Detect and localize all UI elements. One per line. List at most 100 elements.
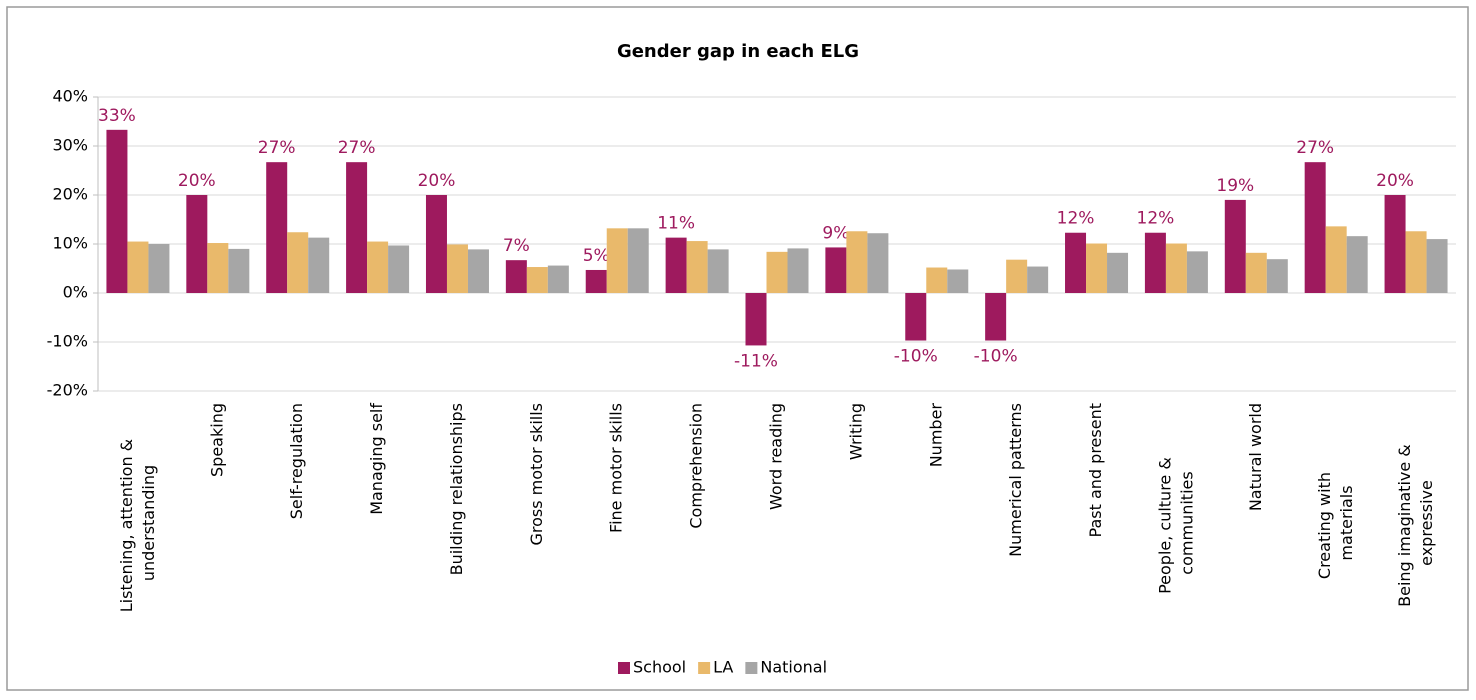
legend-swatch [618, 662, 630, 674]
bar [1065, 232, 1087, 293]
bar [825, 247, 847, 293]
bar [846, 231, 868, 293]
bar [106, 129, 128, 293]
bar [207, 243, 229, 293]
bar [585, 269, 607, 293]
y-tick-label: 40% [52, 87, 88, 106]
bar [627, 228, 649, 293]
bar [266, 162, 288, 293]
x-tick-label: Being imaginative & expressive [1395, 439, 1436, 607]
bar [1384, 195, 1406, 293]
bar [308, 237, 330, 293]
legend-swatch [745, 662, 758, 674]
bar [766, 251, 788, 293]
x-tick-label: Writing [846, 403, 865, 460]
bar [947, 269, 969, 293]
chart-frame [6, 6, 1469, 691]
bar [547, 265, 569, 293]
x-tick-label: Building relationships [447, 403, 466, 575]
bar [1107, 252, 1129, 293]
bar [1426, 239, 1448, 293]
bar [707, 249, 729, 293]
bar [346, 162, 368, 293]
bar [787, 248, 809, 293]
bar [606, 228, 628, 293]
y-tick-label: -10% [47, 332, 88, 351]
bar [1346, 236, 1368, 293]
data-label: 27% [1296, 138, 1334, 158]
data-label: 20% [1376, 171, 1414, 191]
bar [1245, 252, 1267, 293]
x-tick-label: Speaking [207, 403, 226, 477]
x-tick-label: Number [926, 403, 945, 468]
bar [686, 241, 708, 293]
bar [1325, 226, 1347, 293]
data-label: 12% [1137, 209, 1175, 229]
data-label: 19% [1216, 176, 1254, 196]
bar [425, 195, 447, 293]
x-tick-label: Creating with materials [1315, 467, 1356, 579]
y-tick-label: 10% [52, 234, 88, 253]
x-tick-label: Natural world [1246, 403, 1265, 511]
x-tick-label: Fine motor skills [607, 403, 626, 533]
chart-title: Gender gap in each ELG [617, 41, 859, 62]
bar [1027, 266, 1049, 293]
bar [1186, 251, 1208, 293]
x-tick-label: Word reading [767, 403, 786, 510]
data-label: 5% [583, 246, 610, 266]
bar [867, 233, 889, 293]
x-tick-label: Numerical patterns [1006, 403, 1025, 557]
y-tick-label: 30% [52, 136, 88, 155]
bar [1304, 162, 1326, 293]
data-label: -10% [894, 347, 938, 367]
bar [127, 241, 149, 293]
data-label: 9% [822, 223, 849, 243]
bar [467, 249, 489, 293]
x-tick-label: Comprehension [687, 403, 706, 529]
bar [985, 293, 1007, 341]
data-label: 7% [503, 236, 530, 256]
legend-label: National [760, 658, 827, 677]
bar [905, 293, 927, 341]
bar [505, 260, 527, 293]
x-tick-label: Gross motor skills [527, 403, 546, 546]
x-tick-label: Past and present [1086, 403, 1105, 537]
data-label: 12% [1057, 209, 1095, 229]
bar [1405, 231, 1427, 293]
bar [1006, 259, 1028, 293]
bar [745, 293, 767, 346]
x-tick-label: People, culture & communities [1155, 452, 1196, 594]
bar [1086, 243, 1108, 293]
bar [1165, 243, 1187, 293]
y-tick-label: -20% [47, 381, 88, 400]
bar [1266, 259, 1288, 293]
bar [148, 244, 170, 293]
legend-swatch [698, 662, 711, 674]
bar [228, 248, 250, 293]
data-label: -11% [734, 351, 778, 371]
bar [287, 232, 309, 293]
bar [446, 244, 468, 293]
y-tick-label: 0% [63, 283, 88, 302]
x-tick-label: Listening, attention & understanding [116, 434, 157, 613]
x-tick-label: Self-regulation [287, 403, 306, 519]
data-label: 27% [338, 138, 376, 158]
y-tick-label: 20% [52, 185, 88, 204]
x-tick-label: Managing self [367, 403, 386, 515]
data-label: 27% [258, 138, 296, 158]
data-label: 20% [418, 171, 456, 191]
bar [665, 237, 687, 293]
bar [1224, 199, 1246, 293]
bar [367, 241, 389, 293]
data-label: 33% [98, 106, 136, 126]
bar [1144, 232, 1166, 293]
bar [926, 267, 948, 293]
legend-label: School [633, 658, 686, 677]
data-label: 11% [657, 214, 695, 234]
legend-label: LA [713, 658, 733, 677]
data-label: -10% [974, 347, 1018, 367]
bar [186, 195, 208, 293]
bar [388, 245, 410, 293]
data-label: 20% [178, 171, 216, 191]
